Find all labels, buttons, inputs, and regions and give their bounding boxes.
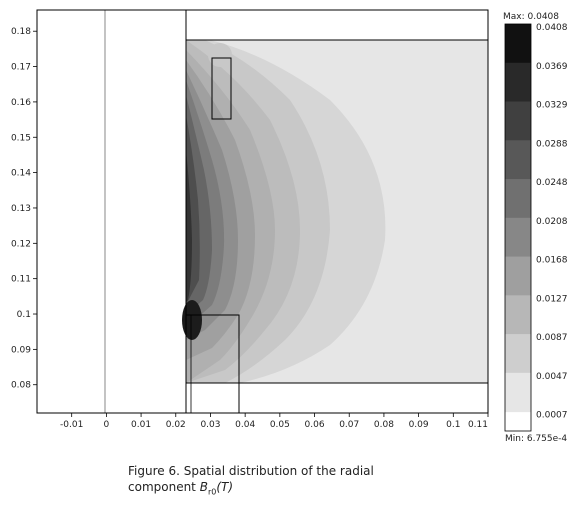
x-tick-label: 0.03 — [200, 420, 220, 430]
x-tick-label: 0.05 — [270, 420, 290, 430]
y-tick-label: 0.12 — [11, 239, 31, 249]
figure-caption: Figure 6. Spatial distribution of the ra… — [128, 463, 548, 500]
colorbar-level-label: 0.0007 — [536, 411, 568, 421]
y-tick-label: 0.16 — [11, 98, 31, 108]
colorbar-swatch — [505, 256, 531, 296]
y-tick-label: 0.1 — [17, 310, 31, 320]
colorbar-frame — [504, 23, 532, 432]
plot-area — [36, 9, 489, 414]
colorbar-swatches — [505, 24, 531, 413]
colorbar-swatch — [505, 217, 531, 258]
colorbar-level-label: 0.0168 — [536, 256, 568, 266]
upper-contour-blob — [208, 43, 232, 67]
colorbar-level-labels: 0.0408 0.0369 0.0329 0.0288 0.0248 0.0208 0.01… — [536, 23, 568, 421]
colorbar-swatch — [505, 179, 531, 219]
contour-bands — [182, 40, 386, 383]
caption-subscript: r0 — [207, 487, 217, 497]
caption-symbol: B — [199, 480, 208, 494]
y-tick-label: 0.13 — [11, 204, 31, 214]
colorbar-level-label: 0.0329 — [536, 101, 568, 111]
y-tick-label: 0.17 — [11, 63, 31, 73]
contour-band — [186, 150, 192, 302]
x-axis-ticks: -0.01 0 0.01 0.02 0.03 0.04 0.05 0.06 0.07 0.08 0.… — [60, 413, 489, 430]
x-tick-label: 0.02 — [166, 420, 186, 430]
caption-prefix: component — [128, 480, 200, 494]
x-tick-label: 0.08 — [374, 420, 394, 430]
x-tick-label: 0.07 — [339, 420, 359, 430]
x-tick-label: 0.01 — [131, 420, 151, 430]
colorbar-max-label: Max: 0.0408 — [503, 12, 559, 22]
x-tick-label: -0.01 — [60, 420, 83, 430]
colorbar-swatch — [505, 295, 531, 335]
x-tick-label: 0 — [104, 420, 110, 430]
x-tick-label: 0.09 — [409, 420, 429, 430]
colorbar-swatch — [505, 372, 531, 413]
y-axis-ticks: 0.18 0.17 0.16 0.15 0.14 0.13 0.12 0.11 0.1 0.09 0… — [11, 27, 37, 391]
y-tick-label: 0.08 — [11, 381, 31, 391]
upper-box — [211, 57, 232, 120]
colorbar-level-label: 0.0369 — [536, 62, 568, 72]
caption-unit: (T) — [216, 480, 234, 494]
colorbar-level-label: 0.0248 — [536, 178, 568, 188]
plot-frame — [36, 9, 489, 414]
lower-dark-core — [182, 300, 202, 340]
y-tick-label: 0.11 — [11, 275, 31, 285]
colorbar-level-label: 0.0408 — [536, 23, 568, 33]
colorbar-level-label: 0.0127 — [536, 294, 568, 304]
colorbar-swatch — [505, 62, 531, 103]
x-tick-label: 0.1 — [446, 420, 460, 430]
colorbar-swatch — [505, 140, 531, 180]
colorbar-swatch — [505, 24, 531, 64]
colorbar-swatch — [505, 101, 531, 141]
colorbar-swatch — [505, 334, 531, 374]
y-tick-label: 0.18 — [11, 27, 31, 37]
y-tick-label: 0.15 — [11, 133, 31, 143]
caption-line-1: Figure 6. Spatial distribution of the ra… — [128, 464, 374, 478]
x-tick-label: 0.04 — [235, 420, 255, 430]
colorbar-level-label: 0.0288 — [536, 139, 568, 149]
x-tick-label: 0.11 — [468, 420, 488, 430]
y-tick-label: 0.14 — [11, 169, 31, 179]
caption-line-2: component Br0(T) — [128, 479, 548, 500]
x-tick-label: 0.06 — [305, 420, 325, 430]
y-tick-label: 0.09 — [11, 345, 31, 355]
colorbar: Max: 0.0408 0.0408 0.0369 0.0329 0.0288 0.02… — [503, 12, 568, 444]
colorbar-level-label: 0.0208 — [536, 217, 568, 227]
colorbar-level-label: 0.0087 — [536, 333, 568, 343]
colorbar-min-label: Min: 6.755e-4 — [505, 434, 567, 444]
colorbar-level-label: 0.0047 — [536, 372, 568, 382]
